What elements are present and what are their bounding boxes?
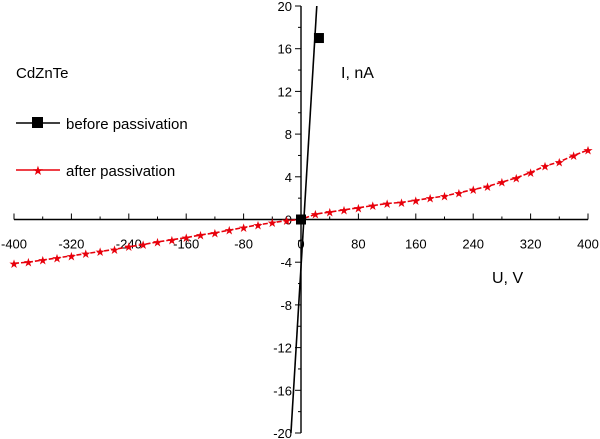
material-annotation: CdZnTe (16, 65, 69, 82)
after-passivation-point: ★ (138, 238, 149, 252)
after-passivation-point: ★ (468, 183, 479, 197)
y-tick-label: -8 (280, 298, 292, 313)
after-passivation-point: ★ (425, 192, 436, 206)
after-passivation-point: ★ (410, 194, 421, 208)
after-passivation-point: ★ (109, 243, 120, 257)
x-tick-label: -160 (173, 237, 199, 252)
x-tick-label: -400 (1, 237, 27, 252)
legend-item-after: ★ after passivation (16, 163, 175, 180)
x-tick-label: -80 (234, 237, 253, 252)
y-tick-label: 16 (278, 42, 292, 57)
after-passivation-point: ★ (181, 231, 192, 245)
after-passivation-point: ★ (9, 257, 20, 271)
after-passivation-point: ★ (195, 228, 206, 242)
x-tick-label: 80 (351, 237, 365, 252)
after-passivation-point: ★ (52, 251, 63, 265)
after-passivation-point: ★ (482, 180, 493, 194)
before-passivation-point (296, 214, 306, 225)
after-passivation-point: ★ (525, 166, 536, 180)
after-passivation-point: ★ (382, 197, 393, 211)
after-passivation-point: ★ (37, 254, 48, 268)
after-passivation-point: ★ (583, 144, 594, 158)
after-passivation-point: ★ (166, 233, 177, 247)
x-tick-label: 320 (520, 237, 542, 252)
after-passivation-point: ★ (439, 190, 450, 204)
after-passivation-point: ★ (95, 245, 106, 259)
after-passivation-point: ★ (267, 216, 278, 230)
after-passivation-point: ★ (540, 160, 551, 174)
x-tick-label: 400 (577, 237, 599, 252)
after-passivation-point: ★ (210, 226, 221, 240)
y-tick-label: 12 (278, 84, 292, 99)
x-tick-label: -320 (58, 237, 84, 252)
after-passivation-point: ★ (281, 214, 292, 228)
after-passivation-point: ★ (353, 201, 364, 215)
after-passivation-point: ★ (396, 196, 407, 210)
y-tick-label: 4 (285, 170, 292, 185)
after-passivation-point: ★ (66, 249, 77, 263)
legend-label-after: after passivation (66, 163, 175, 180)
legend-item-before: before passivation (16, 116, 188, 133)
legend-marker-after: ★ (32, 163, 44, 178)
after-passivation-point: ★ (152, 235, 163, 249)
legend: before passivation ★ after passivation (16, 116, 188, 180)
y-tick-label: -4 (280, 255, 292, 270)
after-passivation-point: ★ (497, 176, 508, 190)
series-layer: ★ ★ ★ ★ ★ ★ ★ ★ ★ ★ ★ ★ ★ ★ ★ ★ ★ ★ ★ ★ ★ ★ ★ ★ ★ ★ ★ ★ ★ ★ ★ ★ ★ ★ ★ ★ ★ ★ ★ ★… (9, 5, 594, 434)
before-passivation-point (313, 33, 324, 44)
after-passivation-point: ★ (253, 218, 264, 232)
after-passivation-point: ★ (339, 203, 350, 217)
after-passivation-point: ★ (324, 206, 335, 220)
after-passivation-point: ★ (80, 247, 91, 261)
after-passivation-point: ★ (453, 186, 464, 200)
after-passivation-point: ★ (123, 240, 134, 254)
after-passivation-point: ★ (310, 208, 321, 222)
after-passivation-point: ★ (554, 155, 565, 169)
after-passivation-point: ★ (238, 221, 249, 235)
legend-marker-before (32, 117, 43, 128)
x-axis-label: U, V (492, 270, 523, 287)
y-tick-label: 20 (278, 0, 292, 14)
y-tick-label: -16 (273, 383, 292, 398)
after-passivation-point: ★ (511, 171, 522, 185)
x-tick-label: 240 (462, 237, 484, 252)
legend-label-before: before passivation (66, 116, 188, 133)
y-tick-label: -20 (273, 426, 292, 439)
y-axis-label: I, nA (341, 65, 374, 82)
y-tick-label: 8 (285, 127, 292, 142)
x-tick-label: 0 (297, 237, 304, 252)
after-passivation-point: ★ (568, 149, 579, 163)
y-tick-label: -12 (273, 341, 292, 356)
x-tick-label: 160 (405, 237, 427, 252)
after-passivation-point: ★ (23, 256, 34, 270)
after-passivation-point: ★ (224, 224, 235, 238)
after-passivation-point: ★ (367, 199, 378, 213)
